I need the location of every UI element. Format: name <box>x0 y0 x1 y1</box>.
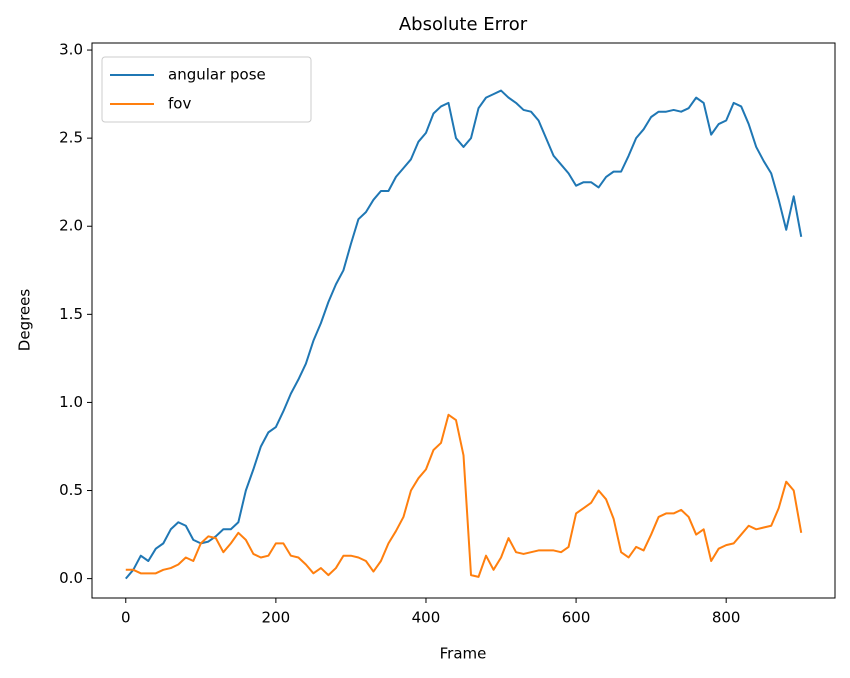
x-tick-label: 600 <box>562 609 591 627</box>
chart-title: Absolute Error <box>399 14 528 35</box>
x-tick-label: 800 <box>712 609 741 627</box>
y-tick-label: 3.0 <box>59 41 83 59</box>
x-axis-label: Frame <box>440 645 487 663</box>
axes-frame <box>91 42 836 599</box>
y-tick-label: 0.0 <box>59 569 83 587</box>
y-tick-label: 2.0 <box>59 217 83 235</box>
y-axis-label: Degrees <box>16 289 34 352</box>
legend-label: fov <box>168 95 191 113</box>
y-tick-label: 0.5 <box>59 481 83 499</box>
y-tick-label: 1.0 <box>59 393 83 411</box>
x-tick-label: 0 <box>121 609 131 627</box>
y-tick-label: 2.5 <box>59 129 83 147</box>
y-tick-label: 1.5 <box>59 305 83 323</box>
x-tick-label: 400 <box>412 609 441 627</box>
line-series <box>125 413 803 578</box>
x-tick-label: 200 <box>262 609 291 627</box>
legend-box <box>101 56 312 123</box>
legend-label: angular pose <box>168 66 266 84</box>
line-series <box>125 89 803 580</box>
